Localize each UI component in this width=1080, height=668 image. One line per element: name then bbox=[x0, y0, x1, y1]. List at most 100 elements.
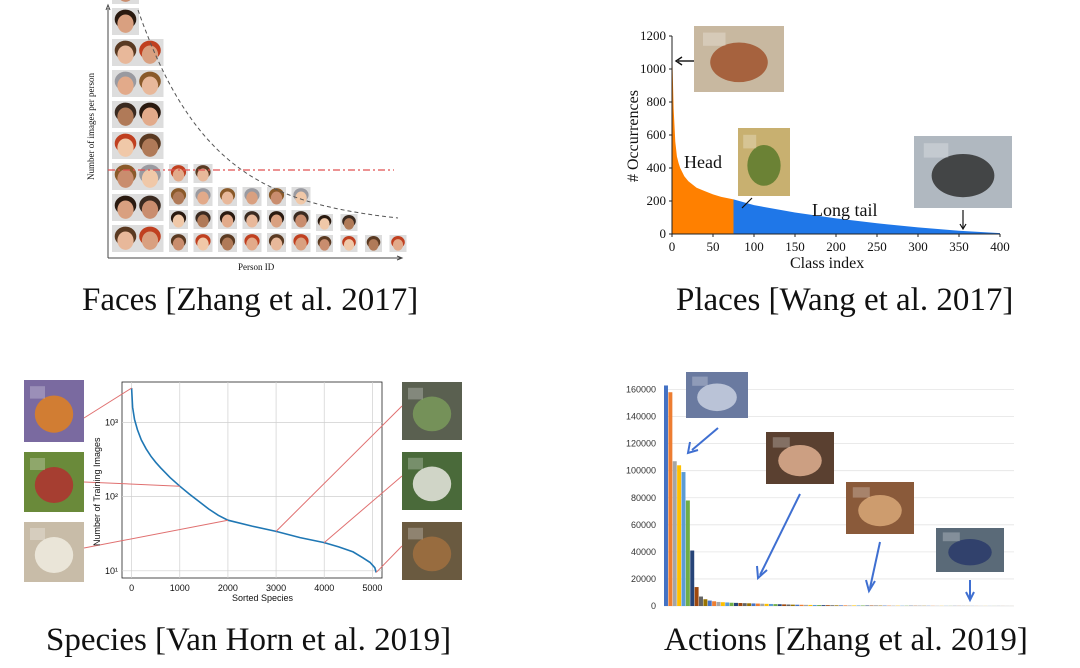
face-skin bbox=[172, 168, 185, 182]
actions-arrow bbox=[759, 493, 801, 576]
face-skin bbox=[197, 214, 209, 228]
actions-bar bbox=[672, 461, 677, 606]
face-skin bbox=[270, 214, 283, 228]
actions-photo-table bbox=[766, 432, 834, 484]
face-thumbnail bbox=[267, 210, 286, 229]
places-tail-area bbox=[733, 199, 1000, 234]
actions-bar bbox=[712, 601, 717, 606]
photo-highlight bbox=[852, 487, 870, 498]
actions-bar bbox=[786, 604, 791, 606]
face-thumbnail bbox=[291, 210, 311, 229]
actions-photo-ground bbox=[936, 528, 1004, 572]
places-x-tick-label: 50 bbox=[707, 239, 720, 254]
species-y-tick-label: 10³ bbox=[105, 417, 118, 427]
photo-highlight bbox=[408, 387, 423, 400]
face-skin bbox=[117, 169, 134, 188]
places-arrowhead bbox=[674, 56, 683, 66]
species-y-label: Number of Training Images bbox=[92, 437, 102, 546]
species-x-tick-label: 3000 bbox=[266, 583, 286, 593]
face-thumbnail bbox=[193, 187, 213, 206]
species-curve bbox=[130, 388, 377, 573]
actions-arrow bbox=[869, 541, 881, 589]
face-skin bbox=[141, 200, 159, 219]
actions-bar bbox=[707, 600, 712, 606]
actions-bar bbox=[852, 605, 857, 606]
face-thumbnail bbox=[112, 101, 139, 128]
face-skin bbox=[319, 218, 330, 230]
face-skin bbox=[141, 45, 159, 64]
actions-bar bbox=[773, 604, 778, 606]
photo-subject bbox=[412, 536, 452, 572]
places-photo-tree bbox=[738, 128, 790, 196]
face-thumbnail bbox=[218, 233, 237, 252]
species-connector bbox=[375, 545, 403, 573]
actions-arrowhead bbox=[865, 579, 876, 594]
face-thumbnail bbox=[193, 164, 213, 183]
faces-x-arrowhead bbox=[396, 255, 404, 261]
actions-photo-group bbox=[686, 372, 748, 418]
face-skin bbox=[141, 138, 159, 157]
actions-bar bbox=[856, 605, 861, 606]
faces-trend-curve bbox=[137, 9, 399, 219]
photo-subject bbox=[34, 467, 74, 503]
actions-arrow bbox=[691, 427, 719, 451]
places-y-label: # Occurrences bbox=[625, 90, 642, 182]
face-skin bbox=[141, 76, 159, 95]
face-thumbnail bbox=[112, 163, 139, 190]
photo-highlight bbox=[408, 527, 423, 540]
photo-subject bbox=[412, 466, 452, 502]
photo-subject bbox=[34, 395, 74, 433]
species-y-tick-label: 10² bbox=[105, 492, 118, 502]
places-head-area bbox=[672, 44, 734, 234]
places-photo-building bbox=[914, 136, 1012, 208]
face-skin bbox=[295, 237, 307, 251]
faces-y-label: Number of images per person bbox=[86, 73, 96, 180]
places-y-tick-label: 0 bbox=[660, 226, 667, 241]
places-y-tick-label: 400 bbox=[647, 160, 667, 175]
places-y-tick-label: 1000 bbox=[640, 61, 666, 76]
places-x-tick-label: 0 bbox=[669, 239, 676, 254]
species-x-tick-label: 2000 bbox=[218, 583, 238, 593]
actions-y-tick-label: 160000 bbox=[626, 385, 656, 395]
face-thumbnail bbox=[112, 225, 139, 252]
places-chart: 0 50 100 150 200 250 300 350 400 0 200 400 600 800 100… bbox=[625, 26, 1012, 272]
actions-bar bbox=[729, 602, 734, 606]
face-skin bbox=[392, 239, 404, 251]
face-skin bbox=[368, 239, 379, 251]
face-skin bbox=[221, 214, 234, 228]
species-photo-insect bbox=[402, 522, 462, 580]
actions-bar bbox=[795, 604, 800, 606]
actions-bar bbox=[681, 472, 686, 606]
face-thumbnail bbox=[340, 214, 358, 231]
actions-chart: 0 20000 40000 60000 80000 100000 120000 140000 1… bbox=[626, 372, 1014, 611]
faces-chart: Number of images per person Person ID bbox=[86, 0, 407, 272]
photo-highlight bbox=[692, 376, 708, 386]
face-skin bbox=[246, 191, 258, 205]
face-thumbnail bbox=[340, 235, 358, 252]
actions-y-tick-label: 40000 bbox=[631, 547, 656, 557]
actions-bar bbox=[716, 601, 721, 606]
face-thumbnail bbox=[169, 233, 188, 252]
face-skin bbox=[270, 237, 283, 251]
species-photo-flowers bbox=[402, 452, 462, 510]
species-connector bbox=[323, 475, 403, 543]
photo-highlight bbox=[408, 457, 423, 470]
photo-highlight bbox=[923, 143, 949, 158]
places-x-label: Class index bbox=[790, 255, 864, 272]
face-thumbnail bbox=[136, 225, 164, 252]
actions-caption: Actions [Zhang et al. 2019] bbox=[664, 622, 1028, 658]
actions-bar bbox=[825, 605, 830, 606]
places-x-tick-label: 250 bbox=[867, 239, 887, 254]
photo-subject bbox=[747, 145, 781, 186]
face-thumbnail bbox=[112, 8, 139, 35]
species-connector bbox=[83, 387, 132, 419]
actions-bar bbox=[769, 603, 773, 606]
face-skin bbox=[117, 231, 134, 250]
actions-bar bbox=[738, 603, 743, 606]
face-thumbnail bbox=[267, 233, 286, 252]
face-thumbnail bbox=[316, 214, 333, 231]
faces-y-arrowhead bbox=[105, 3, 111, 11]
actions-bar bbox=[734, 602, 738, 606]
photo-subject bbox=[948, 539, 992, 566]
places-x-tick-label: 400 bbox=[990, 239, 1010, 254]
